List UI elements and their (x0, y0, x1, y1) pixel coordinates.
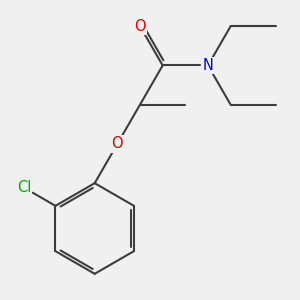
Text: Cl: Cl (17, 180, 31, 195)
Text: O: O (134, 19, 146, 34)
Text: O: O (112, 136, 123, 152)
Text: N: N (202, 58, 213, 73)
